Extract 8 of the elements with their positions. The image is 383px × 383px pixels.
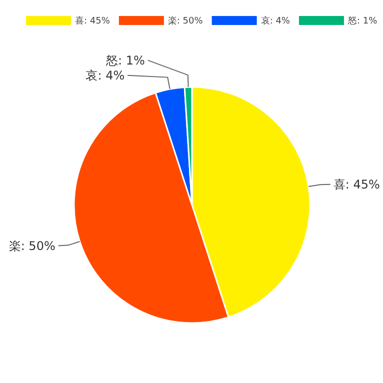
slice-label: 怒: 1%	[105, 53, 145, 68]
legend-label: 喜: 45%	[75, 16, 110, 26]
legend-label: 楽: 50%	[168, 16, 204, 26]
slice-label: 哀: 4%	[86, 68, 125, 82]
slice-label: 楽: 50%	[8, 238, 56, 253]
slice-label: 喜: 45%	[333, 177, 380, 192]
legend-label: 哀: 4%	[260, 16, 290, 26]
legend-label: 怒: 1%	[346, 16, 378, 26]
